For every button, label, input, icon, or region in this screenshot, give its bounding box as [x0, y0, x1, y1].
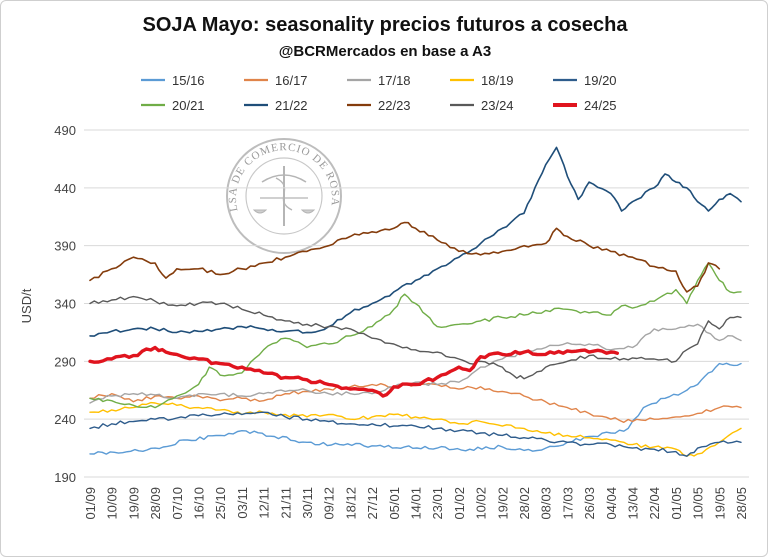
x-tick-label: 05/01 — [387, 487, 402, 520]
x-tick-label: 28/02 — [517, 487, 532, 520]
x-tick-label: 04/04 — [604, 487, 619, 520]
legend-label: 19/20 — [584, 73, 617, 88]
seal-inner-ring — [245, 157, 323, 235]
watermark-seal: BOLSA DE COMERCIO DE ROSARIO — [1, 1, 342, 254]
y-tick-label: 340 — [54, 297, 76, 312]
x-tick-label: 19/05 — [712, 487, 727, 520]
legend-label: 16/17 — [275, 73, 308, 88]
y-axis: 190 240 290 340 390 440 490 — [54, 123, 76, 485]
x-tick-label: 23/01 — [430, 487, 445, 520]
y-axis-label: USD/t — [19, 288, 34, 323]
x-tick-label: 09/12 — [322, 487, 337, 520]
series-line-17-18 — [89, 323, 742, 404]
x-tick-label: 01/05 — [669, 487, 684, 520]
x-tick-label: 10/09 — [105, 487, 120, 520]
legend-item: 22/23 — [347, 98, 411, 113]
x-tick-label: 22/04 — [647, 487, 662, 520]
legend-label: 20/21 — [172, 98, 205, 113]
x-tick-label: 03/11 — [235, 487, 250, 519]
x-tick-label: 28/09 — [148, 487, 163, 520]
legend-label: 22/23 — [378, 98, 411, 113]
legend-label: 18/19 — [481, 73, 514, 88]
y-tick-label: 490 — [54, 123, 76, 138]
legend-item: 16/17 — [244, 73, 308, 88]
legend-item: 23/24 — [450, 98, 514, 113]
x-tick-label: 19/09 — [126, 487, 141, 520]
series-lines — [88, 146, 742, 457]
x-tick-label: 01/09 — [83, 487, 98, 520]
legend-label: 17/18 — [378, 73, 411, 88]
x-tick-label: 25/10 — [213, 487, 228, 520]
legend-item: 18/19 — [450, 73, 514, 88]
chart-subtitle: @BCRMercados en base a A3 — [279, 43, 491, 60]
series-line-15-16 — [89, 362, 742, 455]
legend: 15/16 16/17 17/18 18/19 19/20 20/21 21/22 22/23… — [141, 73, 617, 113]
seal-scale-pan-icon — [252, 209, 268, 214]
y-tick-label: 290 — [54, 354, 76, 369]
x-tick-label: 30/11 — [300, 487, 315, 519]
x-tick-label: 27/12 — [365, 487, 380, 520]
x-tick-label: 18/12 — [343, 487, 358, 520]
x-tick-label: 08/03 — [539, 487, 554, 520]
seal-outer-ring — [226, 138, 342, 254]
legend-item: 24/25 — [553, 98, 617, 113]
x-tick-label: 16/10 — [192, 487, 207, 520]
x-tick-label: 21/11 — [278, 487, 293, 519]
series-line-21-22 — [89, 146, 742, 337]
legend-item: 15/16 — [141, 73, 205, 88]
legend-item: 20/21 — [141, 98, 205, 113]
legend-label: 21/22 — [275, 98, 308, 113]
series-line-22-23 — [89, 221, 721, 293]
x-tick-label: 28/05 — [734, 487, 749, 520]
series-line-20-21 — [89, 262, 742, 409]
seal-scale-pan-icon — [300, 209, 316, 214]
series-line-24-25 — [88, 345, 619, 398]
seal-wings-icon — [261, 174, 307, 183]
x-tick-label: 07/10 — [170, 487, 185, 520]
x-tick-label: 14/01 — [409, 487, 424, 520]
x-tick-label: 10/05 — [691, 487, 706, 520]
x-tick-label: 17/03 — [560, 487, 575, 520]
x-tick-label: 13/04 — [626, 487, 641, 520]
series-line-18-19 — [89, 401, 742, 457]
seal-serpent-icon — [275, 177, 293, 211]
y-tick-label: 240 — [54, 412, 76, 427]
legend-item: 17/18 — [347, 73, 411, 88]
legend-label: 23/24 — [481, 98, 514, 113]
x-tick-label: 12/11 — [257, 487, 272, 519]
y-tick-label: 440 — [54, 181, 76, 196]
x-tick-label: 19/02 — [495, 487, 510, 520]
chart-title: SOJA Mayo: seasonality precios futuros a… — [143, 14, 629, 36]
x-tick-label: 10/02 — [474, 487, 489, 520]
legend-label: 15/16 — [172, 73, 205, 88]
x-axis: 01/09 10/09 19/09 28/09 07/10 16/10 25/10 03/11… — [83, 487, 749, 520]
series-line-19-20 — [89, 411, 742, 457]
x-tick-label: 01/02 — [452, 487, 467, 520]
x-tick-label: 26/03 — [582, 487, 597, 520]
legend-item: 21/22 — [244, 98, 308, 113]
legend-item: 19/20 — [553, 73, 617, 88]
legend-label: 24/25 — [584, 98, 617, 113]
y-tick-label: 190 — [54, 470, 76, 485]
series-line-23-24 — [89, 295, 742, 380]
y-tick-label: 390 — [54, 239, 76, 254]
